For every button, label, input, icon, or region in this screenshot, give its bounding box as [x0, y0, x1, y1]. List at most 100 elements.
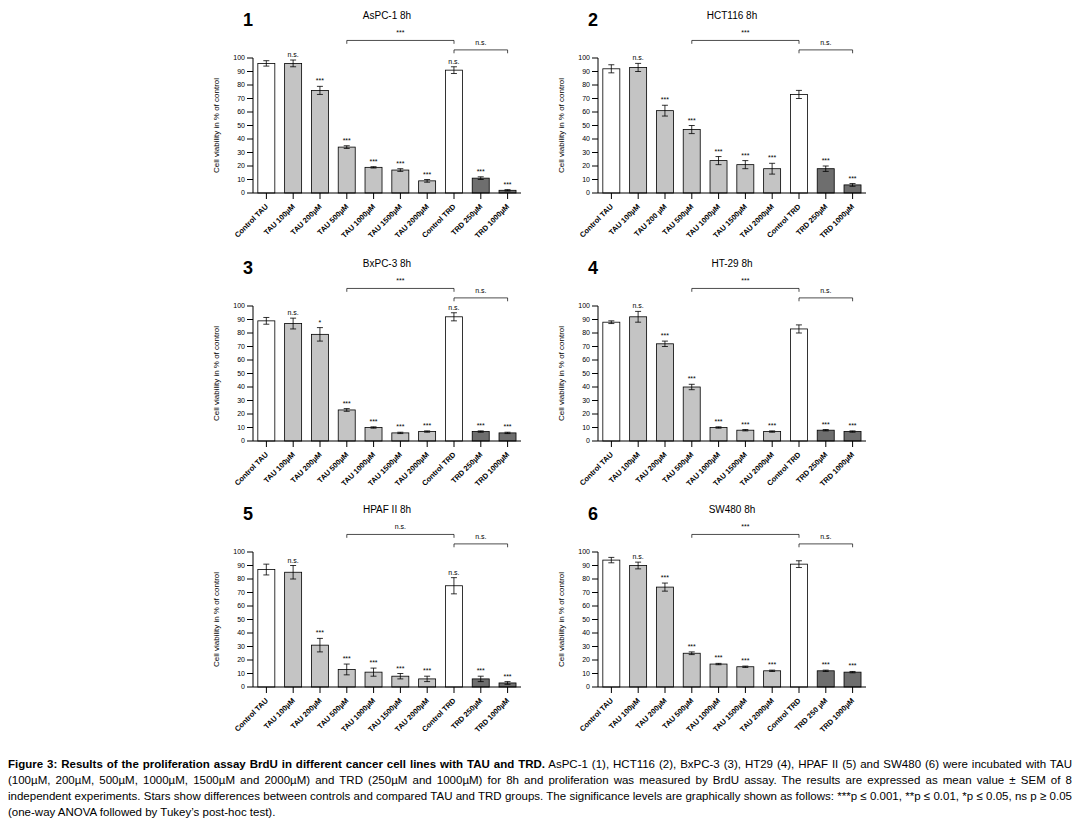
svg-text:***: ***	[503, 423, 511, 430]
svg-text:***: ***	[714, 148, 722, 155]
svg-text:n.s.: n.s.	[820, 287, 831, 294]
svg-text:10: 10	[237, 424, 245, 431]
svg-text:***: ***	[396, 29, 404, 36]
svg-text:Cell viability in % of control: Cell viability in % of control	[557, 572, 566, 667]
svg-text:50: 50	[237, 122, 245, 129]
svg-text:***: ***	[661, 332, 669, 339]
svg-text:TRD 1000µM: TRD 1000µM	[473, 696, 511, 734]
svg-text:***: ***	[741, 29, 749, 36]
svg-text:90: 90	[582, 68, 590, 75]
svg-text:***: ***	[714, 418, 722, 425]
svg-text:***: ***	[396, 423, 404, 430]
svg-text:***: ***	[741, 421, 749, 428]
svg-text:***: ***	[343, 400, 351, 407]
svg-text:20: 20	[237, 656, 245, 663]
svg-text:0: 0	[586, 189, 590, 196]
svg-text:***: ***	[741, 523, 749, 530]
svg-text:10: 10	[582, 176, 590, 183]
svg-text:n.s.: n.s.	[475, 287, 486, 294]
svg-text:40: 40	[237, 383, 245, 390]
svg-text:TRD 1000µM: TRD 1000µM	[473, 202, 511, 240]
svg-text:80: 80	[582, 81, 590, 88]
svg-text:60: 60	[582, 108, 590, 115]
svg-text:100: 100	[233, 302, 245, 309]
svg-text:***: ***	[822, 421, 830, 428]
svg-text:***: ***	[848, 175, 856, 182]
svg-text:20: 20	[582, 410, 590, 417]
svg-text:***: ***	[343, 655, 351, 662]
svg-text:***: ***	[503, 673, 511, 680]
svg-text:***: ***	[423, 171, 431, 178]
svg-text:0: 0	[586, 437, 590, 444]
svg-text:80: 80	[582, 575, 590, 582]
svg-text:TRD 1000µM: TRD 1000µM	[473, 450, 511, 488]
svg-text:TRD 1000µM: TRD 1000µM	[818, 450, 856, 488]
svg-text:20: 20	[582, 656, 590, 663]
svg-text:***: ***	[477, 168, 485, 175]
svg-text:100: 100	[233, 54, 245, 61]
svg-text:40: 40	[237, 135, 245, 142]
svg-text:***: ***	[316, 77, 324, 84]
svg-text:n.s.: n.s.	[820, 533, 831, 540]
svg-text:100: 100	[233, 548, 245, 555]
svg-text:60: 60	[237, 108, 245, 115]
svg-text:***: ***	[661, 574, 669, 581]
svg-text:80: 80	[237, 575, 245, 582]
svg-text:100: 100	[578, 548, 590, 555]
svg-text:30: 30	[237, 397, 245, 404]
svg-text:40: 40	[582, 383, 590, 390]
svg-text:10: 10	[582, 670, 590, 677]
svg-text:50: 50	[582, 616, 590, 623]
svg-text:30: 30	[582, 643, 590, 650]
svg-text:60: 60	[582, 356, 590, 363]
svg-text:Cell viability in % of control: Cell viability in % of control	[557, 326, 566, 421]
svg-text:***: ***	[822, 661, 830, 668]
svg-text:90: 90	[582, 562, 590, 569]
svg-text:***: ***	[741, 277, 749, 284]
svg-text:70: 70	[237, 343, 245, 350]
svg-text:60: 60	[237, 602, 245, 609]
svg-text:100: 100	[578, 54, 590, 61]
svg-text:n.s.: n.s.	[448, 569, 459, 576]
svg-text:Cell viability in % of control: Cell viability in % of control	[212, 326, 221, 421]
svg-text:n.s.: n.s.	[632, 302, 643, 309]
svg-text:n.s.: n.s.	[287, 51, 298, 58]
svg-text:50: 50	[582, 370, 590, 377]
svg-text:70: 70	[582, 95, 590, 102]
svg-text:n.s.: n.s.	[632, 553, 643, 560]
svg-text:***: ***	[848, 422, 856, 429]
svg-text:n.s.: n.s.	[287, 557, 298, 564]
svg-text:n.s.: n.s.	[475, 39, 486, 46]
svg-text:20: 20	[582, 162, 590, 169]
svg-text:***: ***	[688, 375, 696, 382]
svg-text:***: ***	[848, 662, 856, 669]
svg-text:10: 10	[582, 424, 590, 431]
svg-text:60: 60	[237, 356, 245, 363]
svg-text:n.s.: n.s.	[395, 523, 406, 530]
svg-text:0: 0	[241, 189, 245, 196]
svg-text:***: ***	[396, 277, 404, 284]
svg-text:***: ***	[688, 643, 696, 650]
svg-text:Cell viability in % of control: Cell viability in % of control	[212, 572, 221, 667]
svg-text:30: 30	[582, 149, 590, 156]
svg-text:***: ***	[396, 160, 404, 167]
svg-text:40: 40	[237, 629, 245, 636]
svg-text:***: ***	[369, 659, 377, 666]
svg-text:30: 30	[582, 397, 590, 404]
svg-text:10: 10	[237, 176, 245, 183]
svg-text:40: 40	[582, 135, 590, 142]
svg-text:0: 0	[241, 437, 245, 444]
svg-text:n.s.: n.s.	[820, 39, 831, 46]
svg-text:***: ***	[661, 96, 669, 103]
svg-text:70: 70	[582, 343, 590, 350]
svg-text:20: 20	[237, 410, 245, 417]
svg-text:***: ***	[688, 117, 696, 124]
svg-text:10: 10	[237, 670, 245, 677]
svg-text:30: 30	[237, 643, 245, 650]
svg-text:***: ***	[503, 181, 511, 188]
svg-text:TRD 1000µM: TRD 1000µM	[818, 202, 856, 240]
svg-text:***: ***	[477, 422, 485, 429]
svg-text:30: 30	[237, 149, 245, 156]
svg-text:***: ***	[768, 661, 776, 668]
svg-text:*: *	[319, 319, 322, 326]
